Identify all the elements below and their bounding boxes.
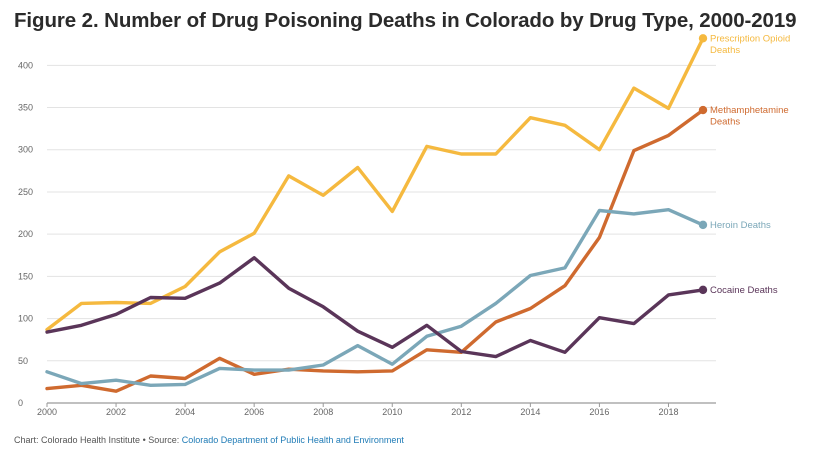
source-prefix: Chart: Colorado Health Institute • Sourc… [14, 435, 182, 445]
series-endpoint-prescription-opioid-deaths [698, 34, 708, 43]
source-note: Chart: Colorado Health Institute • Sourc… [14, 435, 404, 445]
x-tick-label: 2018 [658, 407, 678, 417]
series-lines [45, 34, 708, 393]
series-label-methamphetamine-deaths: Methamphetamine Deaths [710, 105, 789, 128]
series-label-heroin-deaths: Heroin Deaths [710, 220, 771, 231]
y-tick-label: 400 [18, 60, 33, 70]
y-axis-ticks: 0 50 100 150 200 250 300 350 400 [18, 60, 33, 408]
x-tick-label: 2014 [520, 407, 540, 417]
x-tick-label: 2002 [106, 407, 126, 417]
x-tick-label: 2006 [244, 407, 264, 417]
series-labels: Prescription Opioid Deaths Methamphetamine… [710, 33, 790, 296]
x-axis-ticks: 2000 2002 2004 2006 2008 2010 2012 2014 2016 2018 [37, 403, 678, 417]
series-line-methamphetamine-deaths [45, 108, 705, 393]
y-tick-label: 300 [18, 145, 33, 155]
x-tick-label: 2016 [589, 407, 609, 417]
series-endpoint-heroin-deaths [698, 220, 708, 230]
y-tick-label: 150 [18, 271, 33, 281]
series-label-cocaine-deaths: Cocaine Deaths [710, 285, 778, 296]
series-label-prescription-opioid-deaths: Prescription Opioid Deaths [710, 33, 790, 56]
chart-title: Figure 2. Number of Drug Poisoning Death… [14, 9, 797, 32]
x-tick-label: 2000 [37, 407, 57, 417]
x-tick-label: 2010 [382, 407, 402, 417]
series-endpoint-methamphetamine-deaths [698, 105, 708, 115]
y-tick-label: 100 [18, 314, 33, 324]
series-line-heroin-deaths [45, 207, 705, 387]
y-tick-label: 50 [18, 356, 28, 366]
x-tick-label: 2004 [175, 407, 195, 417]
series-line-prescription-opioid-deaths [45, 36, 705, 332]
y-tick-label: 0 [18, 398, 23, 408]
source-link[interactable]: Colorado Department of Public Health and… [181, 435, 404, 445]
y-tick-label: 250 [18, 187, 33, 197]
x-tick-label: 2008 [313, 407, 333, 417]
grid [47, 64, 716, 404]
y-tick-label: 350 [18, 103, 33, 113]
series-endpoint-cocaine-deaths [698, 285, 708, 295]
y-tick-label: 200 [18, 229, 33, 239]
x-tick-label: 2012 [451, 407, 471, 417]
series-line-cocaine-deaths [45, 256, 705, 359]
